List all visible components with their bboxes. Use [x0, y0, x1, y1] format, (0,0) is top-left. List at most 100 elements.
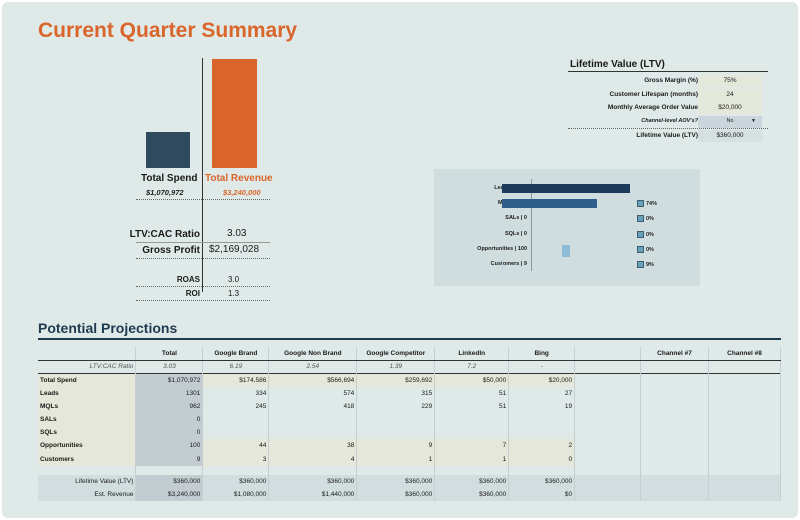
table-cell[interactable]: 0 — [135, 426, 204, 440]
table-cell[interactable]: $3,240,000 — [135, 487, 204, 502]
table-cell[interactable]: 418 — [268, 399, 358, 413]
funnel-bar[interactable] — [502, 214, 503, 223]
table-cell[interactable] — [434, 426, 510, 440]
table-cell[interactable]: 0 — [508, 452, 576, 466]
table-cell[interactable] — [574, 452, 642, 466]
table-cell[interactable] — [708, 452, 782, 466]
table-cell[interactable]: $360,000 — [356, 487, 436, 502]
table-cell[interactable]: 9 — [135, 452, 204, 466]
table-cell[interactable] — [434, 412, 510, 427]
gross-profit-value[interactable]: $2,169,028 — [209, 244, 260, 255]
table-cell[interactable] — [708, 474, 782, 488]
table-cell[interactable] — [640, 399, 709, 413]
table-cell[interactable]: 4 — [268, 452, 358, 466]
table-cell[interactable]: 2.54 — [268, 360, 358, 374]
table-cell[interactable]: 6.19 — [202, 360, 270, 374]
roas-value[interactable]: 3.0 — [228, 275, 240, 284]
table-cell[interactable] — [640, 474, 709, 488]
table-cell[interactable] — [574, 372, 642, 387]
table-cell[interactable]: 0 — [135, 412, 204, 427]
table-cell[interactable] — [708, 386, 782, 400]
table-cell[interactable] — [640, 426, 709, 440]
table-cell[interactable]: 7.2 — [434, 360, 510, 374]
table-cell[interactable] — [268, 412, 358, 427]
table-cell[interactable]: 100 — [135, 439, 204, 453]
ltv-cac-value[interactable]: 3.03 — [227, 228, 247, 239]
funnel-bar[interactable] — [502, 230, 503, 239]
table-cell[interactable]: 574 — [268, 386, 358, 400]
table-cell[interactable] — [640, 452, 709, 466]
table-cell[interactable]: 2 — [508, 439, 576, 453]
table-cell[interactable]: 245 — [202, 399, 270, 413]
table-cell[interactable]: $566,694 — [268, 372, 358, 387]
channel-aov-dropdown[interactable]: No ▼ — [698, 116, 762, 128]
table-cell[interactable] — [356, 426, 436, 440]
table-cell[interactable]: $360,000 — [202, 474, 270, 488]
table-cell[interactable]: $20,000 — [508, 372, 576, 387]
table-cell[interactable]: $0 — [508, 487, 576, 502]
table-cell[interactable]: $360,000 — [434, 474, 510, 488]
table-cell[interactable] — [708, 372, 782, 387]
table-cell[interactable] — [202, 412, 270, 427]
table-cell[interactable]: 27 — [508, 386, 576, 400]
table-cell[interactable]: 1 — [434, 452, 510, 466]
table-cell[interactable] — [640, 372, 709, 387]
table-cell[interactable] — [708, 487, 782, 502]
table-cell[interactable] — [356, 412, 436, 427]
table-cell[interactable] — [268, 426, 358, 440]
chevron-down-icon[interactable]: ▼ — [751, 118, 756, 124]
table-cell[interactable]: $360,000 — [268, 474, 358, 488]
table-cell[interactable]: 229 — [356, 399, 436, 413]
table-cell[interactable]: 334 — [202, 386, 270, 400]
table-cell[interactable]: 19 — [508, 399, 576, 413]
table-cell[interactable]: $360,000 — [508, 474, 576, 488]
roi-value[interactable]: 1.3 — [228, 289, 240, 298]
table-cell[interactable] — [640, 360, 709, 374]
table-cell[interactable] — [574, 487, 642, 502]
gross-margin-input[interactable]: 75% — [698, 75, 762, 87]
table-cell[interactable]: $1,080,000 — [202, 487, 270, 502]
table-cell[interactable] — [574, 386, 642, 400]
table-cell[interactable]: $1,070,972 — [135, 372, 204, 387]
table-cell[interactable]: $174,586 — [202, 372, 270, 387]
monthly-aov-input[interactable]: $20,000 — [698, 102, 762, 114]
table-cell[interactable] — [508, 412, 576, 427]
table-cell[interactable]: 51 — [434, 399, 510, 413]
table-cell[interactable]: - — [508, 360, 576, 374]
table-cell[interactable]: $360,000 — [434, 487, 510, 502]
table-cell[interactable]: 9 — [356, 439, 436, 453]
funnel-bar[interactable] — [502, 199, 597, 209]
table-cell[interactable] — [708, 439, 782, 453]
table-cell[interactable]: $360,000 — [135, 474, 204, 488]
table-cell[interactable] — [574, 474, 642, 488]
table-cell[interactable] — [574, 360, 642, 374]
table-cell[interactable] — [574, 412, 642, 427]
table-cell[interactable] — [508, 426, 576, 440]
table-cell[interactable] — [640, 412, 709, 427]
table-cell[interactable] — [708, 399, 782, 413]
table-cell[interactable]: $1,440,000 — [268, 487, 358, 502]
table-cell[interactable] — [574, 426, 642, 440]
table-cell[interactable] — [574, 399, 642, 413]
table-cell[interactable]: 1.39 — [356, 360, 436, 374]
table-cell[interactable] — [202, 426, 270, 440]
table-cell[interactable]: $259,692 — [356, 372, 436, 387]
funnel-bar[interactable] — [502, 184, 630, 193]
total-spend-bar[interactable] — [146, 132, 190, 168]
table-cell[interactable]: $50,000 — [434, 372, 510, 387]
table-cell[interactable] — [708, 426, 782, 440]
table-cell[interactable]: 1 — [356, 452, 436, 466]
table-cell[interactable] — [640, 386, 709, 400]
table-cell[interactable]: 1301 — [135, 386, 204, 400]
table-cell[interactable]: 51 — [434, 386, 510, 400]
table-cell[interactable]: 315 — [356, 386, 436, 400]
table-cell[interactable]: 7 — [434, 439, 510, 453]
table-cell[interactable]: 44 — [202, 439, 270, 453]
table-cell[interactable]: 962 — [135, 399, 204, 413]
funnel-bar[interactable] — [562, 244, 570, 257]
table-cell[interactable]: 3 — [202, 452, 270, 466]
funnel-bar[interactable] — [502, 260, 503, 269]
table-cell[interactable]: $360,000 — [356, 474, 436, 488]
table-cell[interactable] — [708, 360, 782, 374]
table-cell[interactable] — [640, 487, 709, 502]
